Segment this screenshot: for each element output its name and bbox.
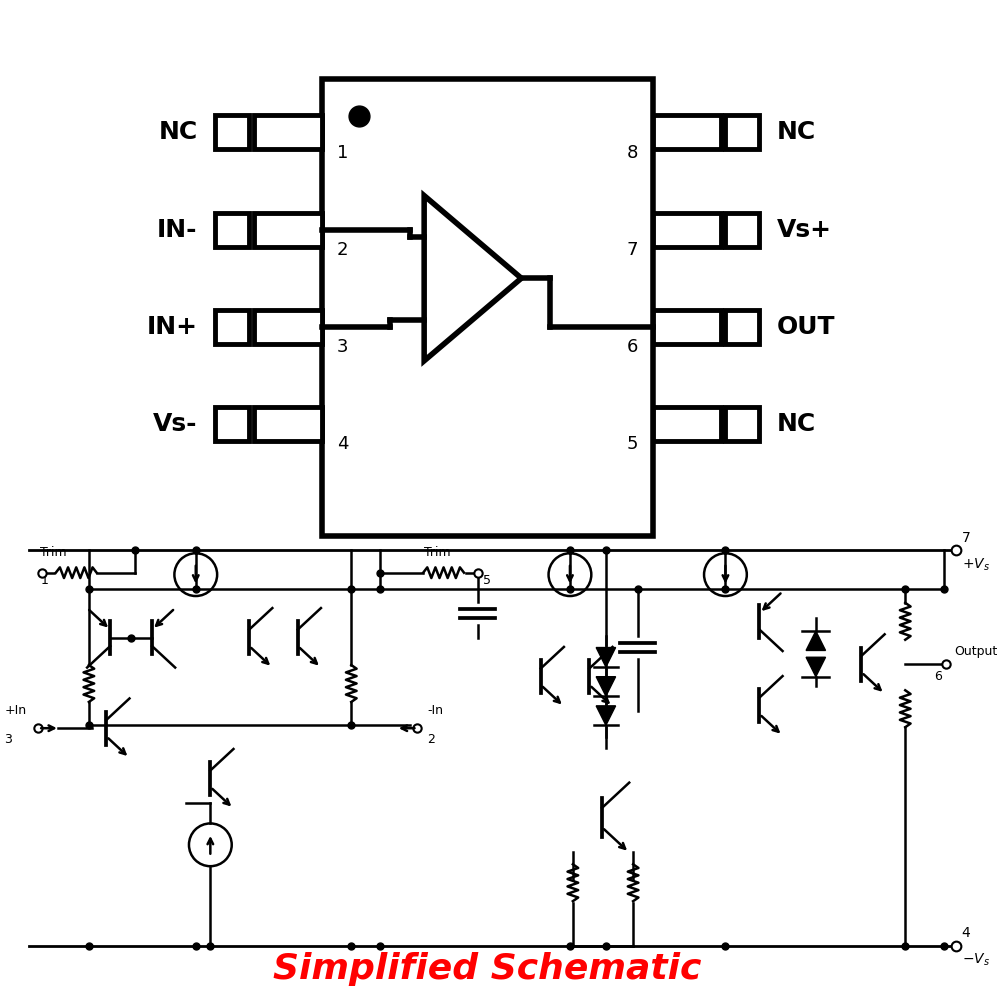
Text: 8: 8 (627, 144, 638, 162)
Text: $+V_s$: $+V_s$ (962, 556, 990, 573)
Bar (653, 407, 721, 441)
Text: Vs+: Vs+ (777, 218, 832, 242)
Text: IN+: IN+ (147, 315, 198, 339)
Bar (254, 115, 322, 149)
Bar (725, 310, 759, 344)
Text: 5: 5 (483, 574, 491, 587)
Text: 3: 3 (337, 338, 348, 356)
Text: 6: 6 (627, 338, 638, 356)
Text: $-V_s$: $-V_s$ (962, 952, 990, 968)
Text: 7: 7 (962, 531, 970, 545)
Bar (215, 115, 249, 149)
Bar (322, 79, 653, 536)
Text: -In: -In (427, 704, 443, 717)
Bar (254, 310, 322, 344)
Polygon shape (596, 677, 616, 696)
Bar (653, 310, 721, 344)
Bar (725, 213, 759, 247)
Text: Trim: Trim (424, 546, 451, 559)
Bar (254, 213, 322, 247)
Bar (254, 407, 322, 441)
Bar (725, 115, 759, 149)
Bar (215, 213, 249, 247)
Polygon shape (596, 648, 616, 667)
Polygon shape (806, 631, 826, 650)
Text: NC: NC (777, 120, 816, 144)
Text: 2: 2 (427, 733, 435, 746)
Text: 1: 1 (40, 574, 48, 587)
Text: Simplified Schematic: Simplified Schematic (273, 952, 702, 986)
Text: 3: 3 (4, 733, 12, 746)
Text: 5: 5 (626, 435, 638, 453)
Text: 2: 2 (337, 241, 348, 259)
Bar (653, 213, 721, 247)
Text: 7: 7 (626, 241, 638, 259)
Text: 6: 6 (934, 670, 942, 683)
Bar (215, 310, 249, 344)
Text: 4: 4 (962, 926, 970, 940)
Text: IN-: IN- (157, 218, 198, 242)
Text: NC: NC (777, 412, 816, 436)
Bar (725, 407, 759, 441)
Bar (653, 115, 721, 149)
Text: +In: +In (4, 704, 26, 717)
Polygon shape (596, 706, 616, 725)
Text: Trim: Trim (40, 546, 67, 559)
Text: NC: NC (158, 120, 198, 144)
Text: Vs-: Vs- (153, 412, 198, 436)
Bar (215, 407, 249, 441)
Text: 1: 1 (337, 144, 348, 162)
Text: Output: Output (954, 645, 997, 658)
Text: 4: 4 (337, 435, 348, 453)
Text: OUT: OUT (777, 315, 835, 339)
Polygon shape (806, 657, 826, 677)
